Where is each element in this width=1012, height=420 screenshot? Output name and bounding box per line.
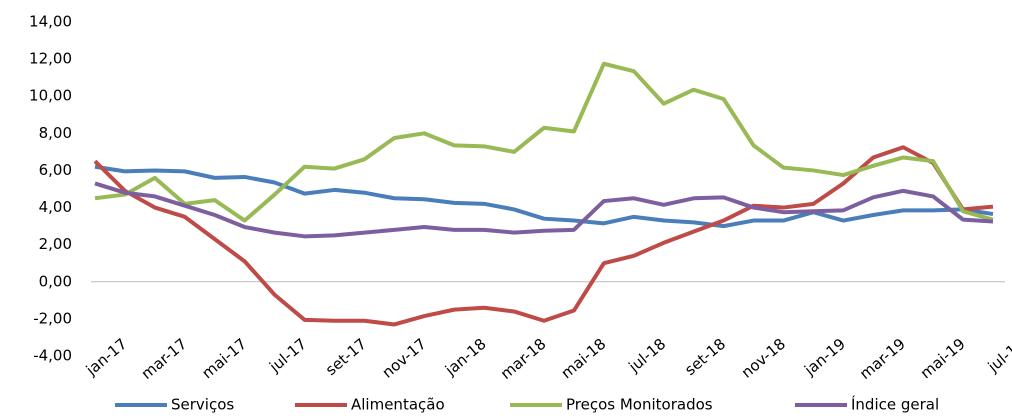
y-tick-label: 6,00 xyxy=(39,161,72,179)
x-tick-label: mai-17 xyxy=(198,335,250,383)
x-tick-label: mai-19 xyxy=(917,335,969,383)
y-tick-label: 12,00 xyxy=(29,50,72,68)
x-tick-label: jul-17 xyxy=(265,335,310,377)
x-tick-label: mai-18 xyxy=(558,335,610,383)
legend-label: Alimentação xyxy=(351,396,445,414)
y-tick-label: 8,00 xyxy=(39,124,72,142)
x-tick-label: jan-19 xyxy=(800,335,849,380)
x-tick-label: jan-18 xyxy=(441,335,490,380)
x-tick-label: mar-19 xyxy=(856,335,909,383)
x-tick-label: set-18 xyxy=(681,335,729,379)
x-tick-label: jan-17 xyxy=(82,335,131,380)
x-tick-label: jul-19 xyxy=(984,335,1012,377)
x-tick-label: set-17 xyxy=(322,335,370,379)
legend-label: Preços Monitorados xyxy=(566,396,713,414)
series-line xyxy=(94,181,994,239)
series-line xyxy=(93,145,994,327)
x-tick-label: mar-17 xyxy=(138,335,191,383)
y-tick-label: 14,00 xyxy=(29,13,72,31)
x-tick-label: mar-18 xyxy=(497,335,550,383)
legend-label: Índice geral xyxy=(851,395,939,414)
x-tick-label: nov-18 xyxy=(738,335,789,382)
legend-label: Serviços xyxy=(171,396,234,414)
y-tick-label: 4,00 xyxy=(39,198,72,216)
y-tick-label: 0,00 xyxy=(39,272,72,290)
x-tick-label: nov-17 xyxy=(379,335,430,382)
y-tick-label: -2,00 xyxy=(33,309,72,327)
series-line xyxy=(94,164,994,229)
x-tick-label: jul-18 xyxy=(624,335,669,377)
series-line xyxy=(94,61,994,223)
y-tick-label: 10,00 xyxy=(29,87,72,105)
y-tick-label: 2,00 xyxy=(39,235,72,253)
y-tick-label: -4,00 xyxy=(33,347,72,365)
